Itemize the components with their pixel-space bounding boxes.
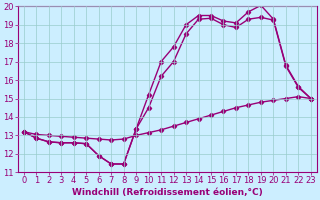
X-axis label: Windchill (Refroidissement éolien,°C): Windchill (Refroidissement éolien,°C) xyxy=(72,188,263,197)
